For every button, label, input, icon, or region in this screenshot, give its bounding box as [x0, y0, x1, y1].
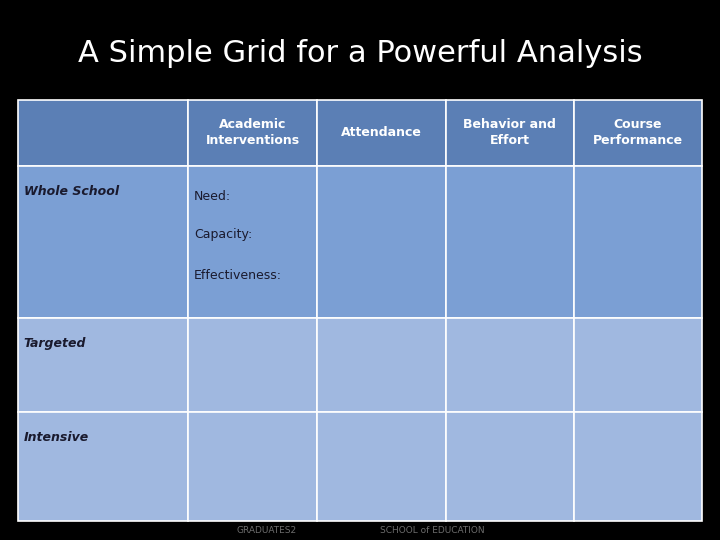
Text: Course
Performance: Course Performance	[593, 118, 683, 147]
Text: Targeted: Targeted	[24, 336, 86, 349]
Text: Behavior and
Effort: Behavior and Effort	[464, 118, 557, 147]
Text: Whole School: Whole School	[24, 185, 119, 198]
Text: Capacity:: Capacity:	[194, 228, 252, 241]
Text: GRADUATES2: GRADUATES2	[236, 526, 297, 535]
Text: Need:: Need:	[194, 190, 231, 203]
Text: Attendance: Attendance	[341, 126, 422, 139]
Text: SCHOOL of EDUCATION: SCHOOL of EDUCATION	[379, 526, 485, 535]
Text: Effectiveness:: Effectiveness:	[194, 269, 282, 282]
Text: A Simple Grid for a Powerful Analysis: A Simple Grid for a Powerful Analysis	[78, 39, 642, 69]
Text: Intensive: Intensive	[24, 431, 89, 444]
Text: Academic
Interventions: Academic Interventions	[205, 118, 300, 147]
